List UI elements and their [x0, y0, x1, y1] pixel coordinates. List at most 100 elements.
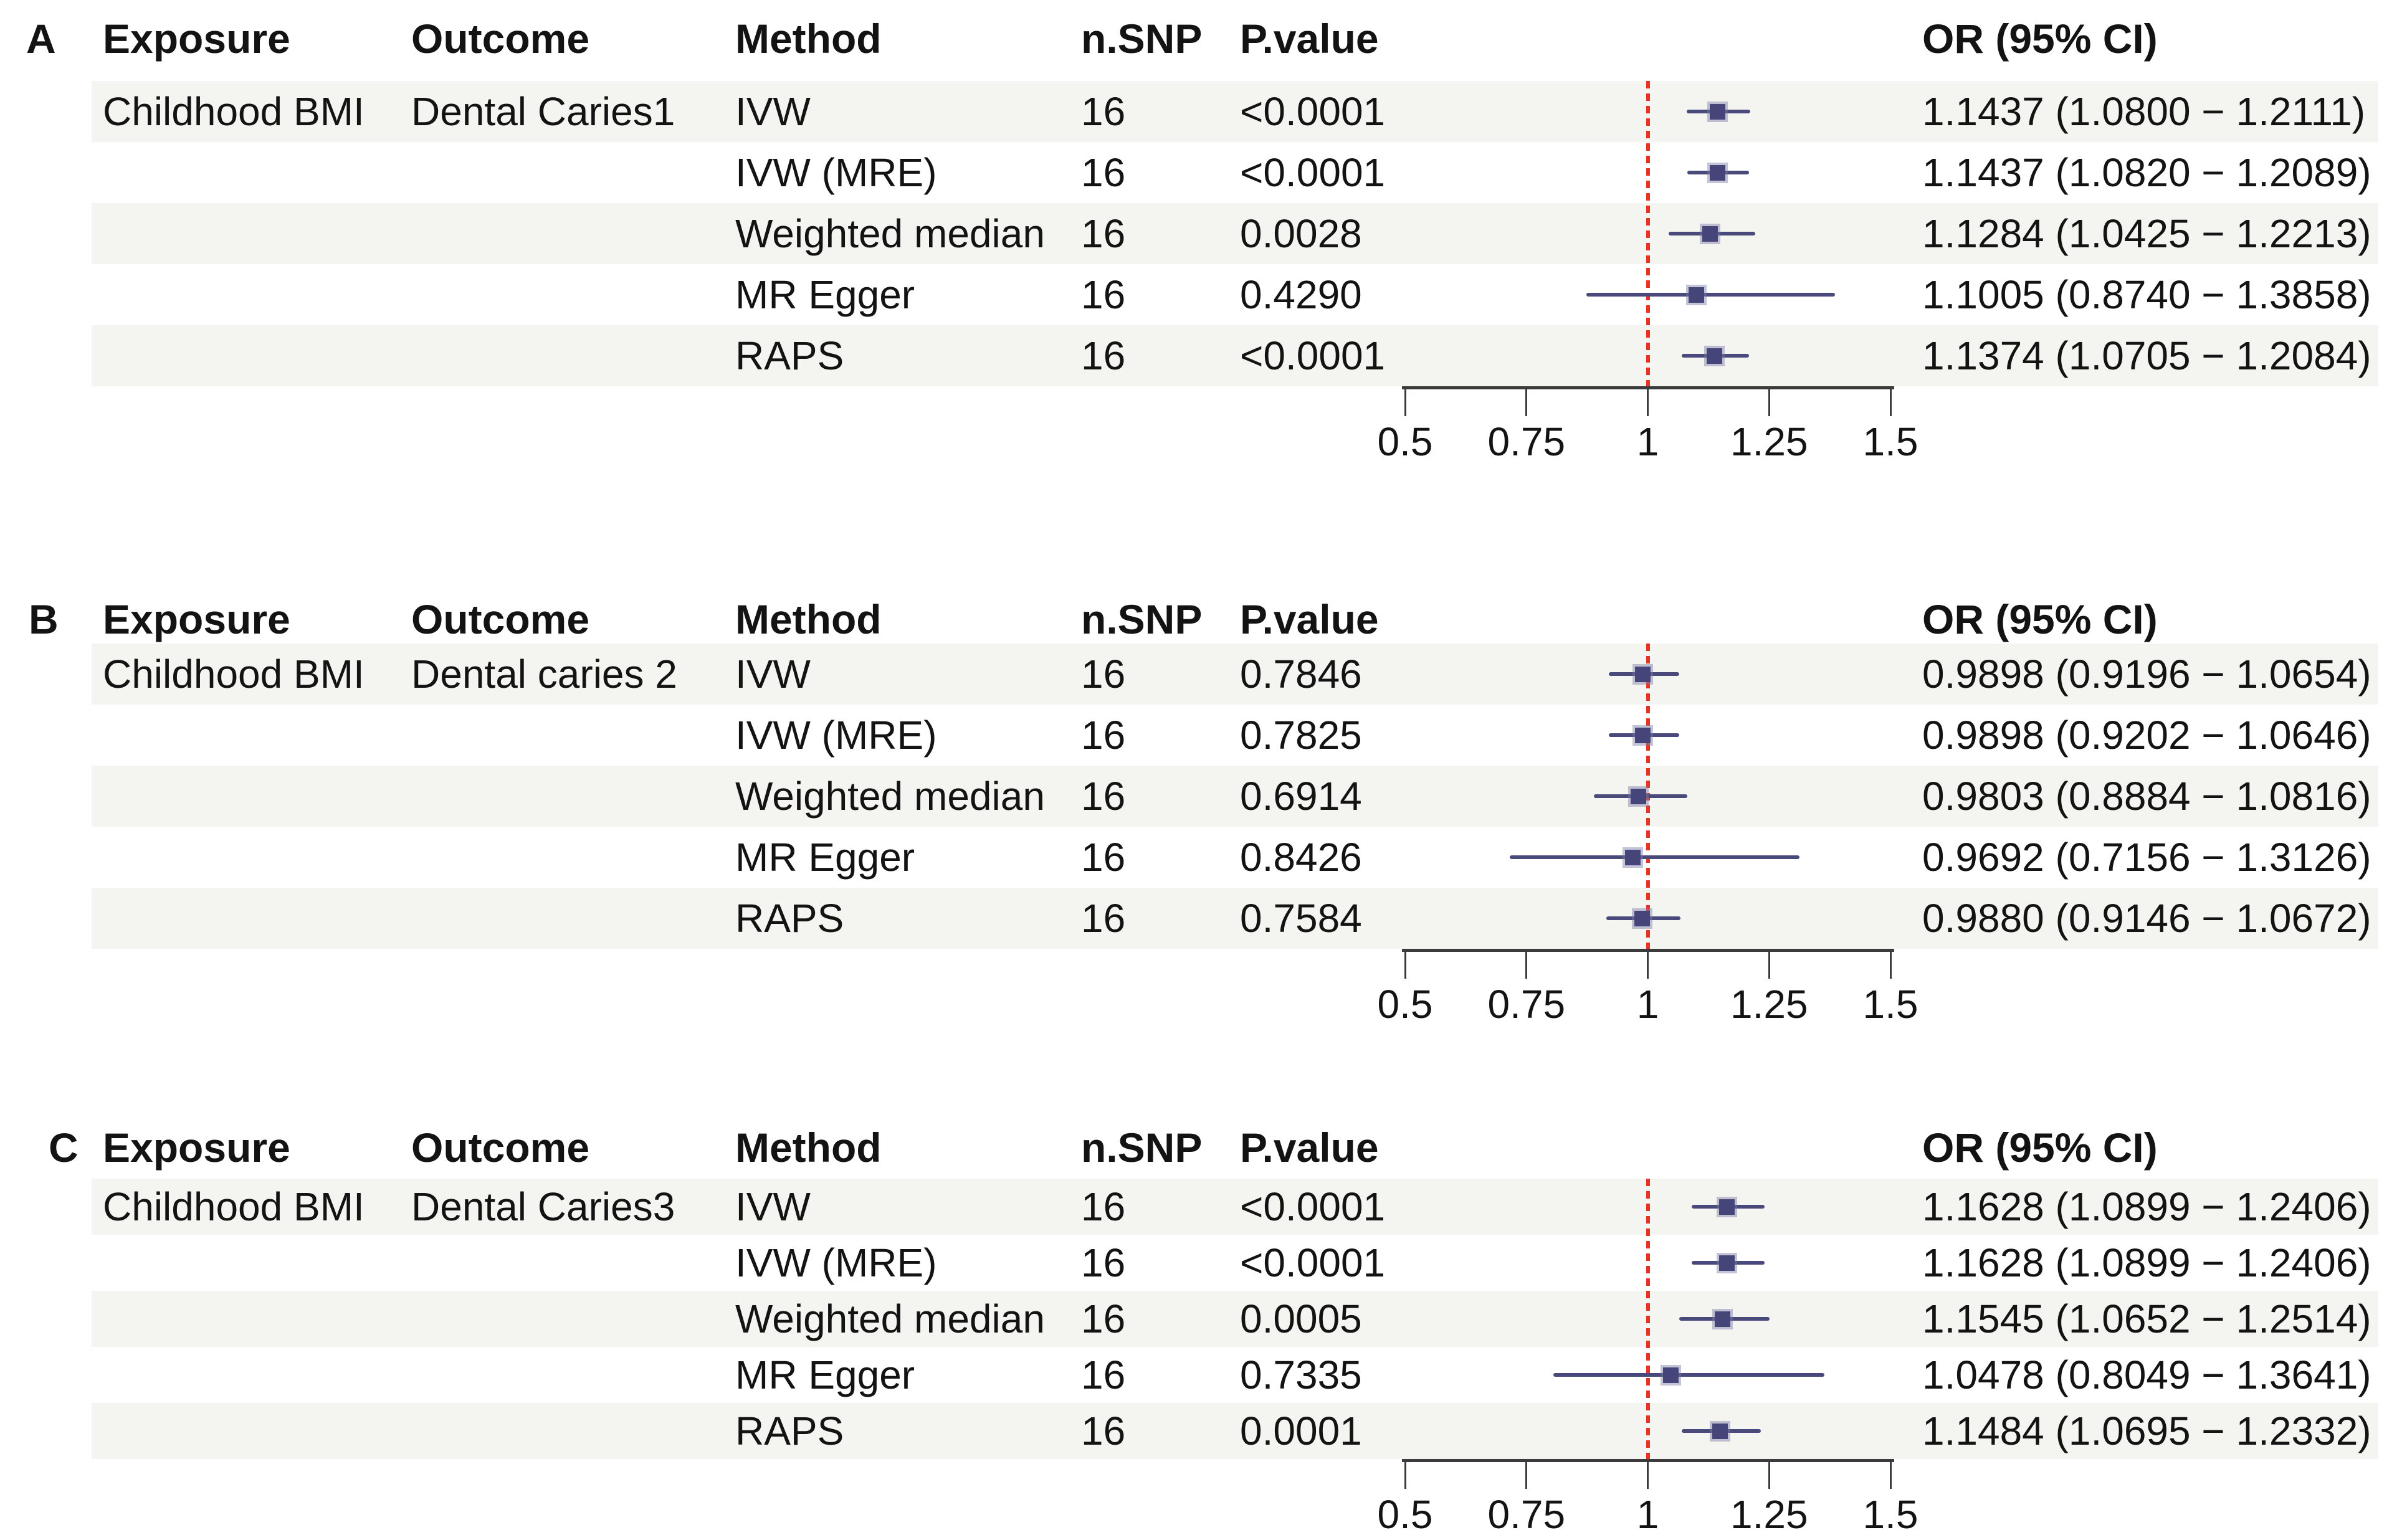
panel-label: C: [49, 1124, 79, 1171]
or-ci-cell: 0.9880 (0.9146 − 1.0672): [1922, 896, 2371, 941]
x-axis-tick: [1647, 387, 1649, 416]
or-ci-cell: 1.0478 (0.8049 − 1.3641): [1922, 1352, 2371, 1397]
or-point-marker: [1712, 1423, 1728, 1439]
or-ci-cell: 0.9898 (0.9196 − 1.0654): [1922, 652, 2371, 696]
pvalue-cell: 0.0001: [1240, 1409, 1362, 1453]
table-row: IVW (MRE) 16 <0.0001 1.1437 (1.0820 − 1.208…: [92, 142, 2378, 203]
or-ci-cell: 1.1437 (1.0820 − 1.2089): [1922, 150, 2371, 195]
table-row: RAPS 16 0.7584 0.9880 (0.9146 − 1.0672): [92, 888, 2378, 949]
x-axis-tick: [1647, 950, 1649, 979]
forest-panel-a: A Exposure Outcome Method n.SNP P.value …: [0, 8, 2402, 467]
table-row: RAPS 16 0.0001 1.1484 (1.0695 − 1.2332): [92, 1403, 2378, 1459]
pvalue-cell: 0.0005: [1240, 1296, 1362, 1341]
x-axis-tick-label: 1.5: [1862, 1492, 1918, 1537]
x-axis-tick-label: 1.25: [1730, 982, 1808, 1027]
or-point-marker: [1709, 164, 1725, 181]
table-row: Weighted median 16 0.0028 1.1284 (1.0425 − …: [92, 203, 2378, 264]
x-axis-tick-label: 1.25: [1730, 419, 1808, 464]
pvalue-cell: <0.0001: [1240, 333, 1386, 378]
exposure-cell: Childhood BMI: [103, 652, 365, 696]
or-ci-cell: 1.1284 (1.0425 − 1.2213): [1922, 211, 2371, 256]
confidence-interval-line: [1509, 855, 1799, 859]
or-ci-cell: 0.9803 (0.8884 − 1.0816): [1922, 774, 2371, 819]
method-cell: MR Egger: [735, 835, 915, 880]
x-axis-tick-label: 0.5: [1377, 982, 1433, 1027]
table-rows: Childhood BMI Dental caries 2 IVW 16 0.7846 0…: [0, 644, 2402, 949]
nsnp-cell: 16: [1081, 1409, 1126, 1453]
column-header-exposure: Exposure: [103, 16, 290, 62]
pvalue-cell: 0.7335: [1240, 1352, 1362, 1397]
or-ci-cell: 0.9898 (0.9202 − 1.0646): [1922, 713, 2371, 758]
nsnp-cell: 16: [1081, 1240, 1126, 1285]
forest-plot-area: [1405, 81, 1890, 386]
table-row: Weighted median 16 0.0005 1.1545 (1.0652 − …: [92, 1291, 2378, 1347]
forest-plot-area: [1405, 1179, 1890, 1459]
panel-label: A: [26, 16, 56, 62]
or-ci-cell: 1.1484 (1.0695 − 1.2332): [1922, 1409, 2371, 1453]
x-axis-tick: [1768, 950, 1770, 979]
x-axis-tick-label: 0.5: [1377, 419, 1433, 464]
table-row: IVW (MRE) 16 <0.0001 1.1628 (1.0899 − 1.240…: [92, 1235, 2378, 1291]
pvalue-cell: 0.0028: [1240, 211, 1362, 256]
x-axis: 0.5 0.75 1 1.25 1.5: [0, 1459, 2402, 1537]
x-axis-tick: [1889, 387, 1892, 416]
table-row: RAPS 16 <0.0001 1.1374 (1.0705 − 1.2084): [92, 325, 2378, 386]
column-header-exposure: Exposure: [103, 1124, 290, 1171]
method-cell: RAPS: [735, 333, 844, 378]
pvalue-cell: 0.8426: [1240, 835, 1362, 880]
or-point-marker: [1718, 1199, 1735, 1215]
panel-header: A Exposure Outcome Method n.SNP P.value …: [0, 8, 2402, 69]
pvalue-cell: 0.7825: [1240, 713, 1362, 758]
method-cell: Weighted median: [735, 1296, 1045, 1341]
table-row: Weighted median 16 0.6914 0.9803 (0.8884 − …: [92, 766, 2378, 827]
or-ci-cell: 0.9692 (0.7156 − 1.3126): [1922, 835, 2371, 880]
column-header-exposure: Exposure: [103, 596, 290, 642]
outcome-cell: Dental caries 2: [411, 652, 677, 696]
nsnp-cell: 16: [1081, 333, 1126, 378]
column-header-method: Method: [735, 1124, 882, 1171]
or-ci-cell: 1.1628 (1.0899 − 1.2406): [1922, 1184, 2371, 1229]
nsnp-cell: 16: [1081, 272, 1126, 317]
column-header-method: Method: [735, 596, 882, 642]
forest-panel-b: B Exposure Outcome Method n.SNP P.value …: [0, 589, 2402, 1030]
panel-label: B: [29, 596, 59, 642]
method-cell: Weighted median: [735, 774, 1045, 819]
x-axis-tick: [1525, 1460, 1528, 1489]
x-axis-tick: [1404, 387, 1406, 416]
x-axis-tick: [1404, 950, 1406, 979]
method-cell: Weighted median: [735, 211, 1045, 256]
x-axis-tick-label: 0.75: [1487, 982, 1566, 1027]
pvalue-cell: <0.0001: [1240, 1184, 1386, 1229]
column-header-or-ci: OR (95% CI): [1922, 1124, 2158, 1171]
or-ci-cell: 1.1005 (0.8740 − 1.3858): [1922, 272, 2371, 317]
column-header-nsnp: n.SNP: [1081, 16, 1203, 62]
method-cell: IVW: [735, 89, 811, 134]
pvalue-cell: 0.7584: [1240, 896, 1362, 941]
method-cell: IVW: [735, 652, 811, 696]
nsnp-cell: 16: [1081, 896, 1126, 941]
x-axis-tick-label: 0.75: [1487, 1492, 1566, 1537]
table-row: Childhood BMI Dental Caries1 IVW 16 <0.0001 1…: [92, 81, 2378, 142]
or-point-marker: [1689, 287, 1705, 303]
or-ci-cell: 1.1628 (1.0899 − 1.2406): [1922, 1240, 2371, 1285]
x-axis-tick: [1525, 387, 1528, 416]
or-ci-cell: 1.1545 (1.0652 − 1.2514): [1922, 1296, 2371, 1341]
exposure-cell: Childhood BMI: [103, 1184, 365, 1229]
nsnp-cell: 16: [1081, 1296, 1126, 1341]
column-header-nsnp: n.SNP: [1081, 596, 1203, 642]
pvalue-cell: 0.4290: [1240, 272, 1362, 317]
table-rows: Childhood BMI Dental Caries3 IVW 16 <0.0001 1…: [0, 1179, 2402, 1459]
forest-plot-area: [1405, 644, 1890, 949]
table-row: Childhood BMI Dental Caries3 IVW 16 <0.0001 1…: [92, 1179, 2378, 1235]
nsnp-cell: 16: [1081, 1352, 1126, 1397]
method-cell: IVW (MRE): [735, 150, 937, 195]
column-header-or-ci: OR (95% CI): [1922, 16, 2158, 62]
nsnp-cell: 16: [1081, 652, 1126, 696]
x-axis-tick: [1889, 950, 1892, 979]
x-axis-tick-label: 1.5: [1862, 419, 1918, 464]
or-point-marker: [1715, 1311, 1731, 1327]
pvalue-cell: 0.7846: [1240, 652, 1362, 696]
or-ci-cell: 1.1437 (1.0800 − 1.2111): [1922, 89, 2366, 134]
column-header-outcome: Outcome: [411, 1124, 590, 1171]
pvalue-cell: <0.0001: [1240, 1240, 1386, 1285]
